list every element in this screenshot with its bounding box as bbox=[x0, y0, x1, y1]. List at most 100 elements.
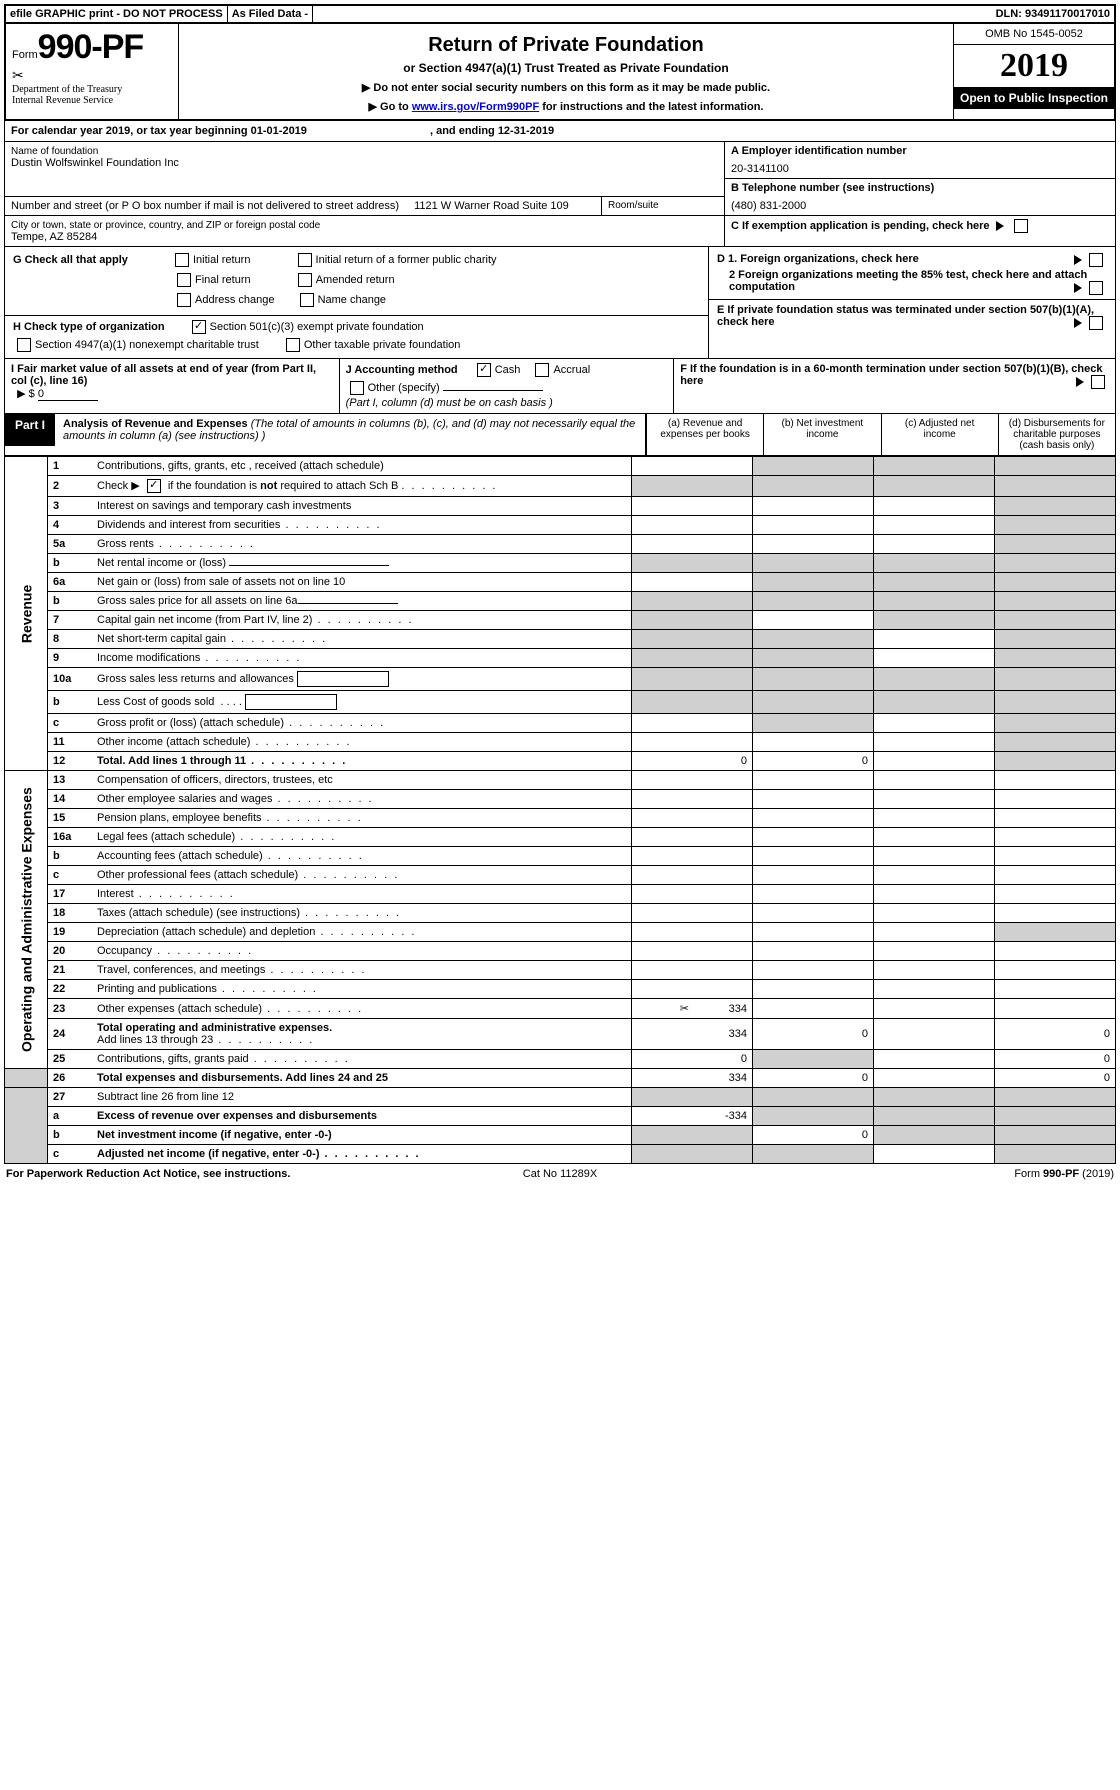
form-word: Form bbox=[12, 49, 38, 61]
form-number: 990-PF bbox=[38, 28, 144, 66]
expenses-side-label: Operating and Administrative Expenses bbox=[5, 771, 48, 1069]
line-16b: Accounting fees (attach schedule) bbox=[92, 847, 632, 866]
line-14: Other employee salaries and wages bbox=[92, 790, 632, 809]
checkbox-other[interactable] bbox=[350, 381, 364, 395]
year-block: OMB No 1545-0052 2019 Open to Public Ins… bbox=[953, 24, 1114, 119]
col-a-header: (a) Revenue and expenses per books bbox=[646, 414, 763, 455]
j-note: (Part I, column (d) must be on cash basi… bbox=[346, 397, 668, 409]
part1-header: Part I Analysis of Revenue and Expenses … bbox=[4, 414, 1116, 456]
form-id-block: Form990-PF ✂ Department of the Treasury … bbox=[6, 24, 179, 119]
open-public-badge: Open to Public Inspection bbox=[954, 87, 1114, 109]
title-block: Return of Private Foundation or Section … bbox=[179, 24, 953, 119]
line-12: Total. Add lines 1 through 11 bbox=[92, 752, 632, 771]
line-6b: Gross sales price for all assets on line… bbox=[92, 592, 632, 611]
checkbox-schb[interactable]: ✓ bbox=[147, 479, 161, 493]
checkbox-d2[interactable] bbox=[1089, 281, 1103, 295]
checkbox-h3[interactable] bbox=[286, 338, 300, 352]
h-row: H Check type of organization ✓Section 50… bbox=[5, 315, 708, 334]
city-state-zip: Tempe, AZ 85284 bbox=[11, 231, 718, 243]
phone-row: B Telephone number (see instructions) (4… bbox=[725, 179, 1115, 216]
form-header: Form990-PF ✂ Department of the Treasury … bbox=[4, 24, 1116, 121]
checkbox-g5[interactable] bbox=[177, 293, 191, 307]
efile-label: efile GRAPHIC print - DO NOT PROCESS bbox=[6, 6, 228, 22]
col-d-header: (d) Disbursements for charitable purpose… bbox=[998, 414, 1115, 455]
checkbox-cash[interactable]: ✓ bbox=[477, 363, 491, 377]
e-row: E If private foundation status was termi… bbox=[709, 299, 1115, 328]
phone: (480) 831-2000 bbox=[731, 200, 1109, 212]
line-20: Occupancy bbox=[92, 942, 632, 961]
line-10c: Gross profit or (loss) (attach schedule) bbox=[92, 714, 632, 733]
line-6a: Net gain or (loss) from sale of assets n… bbox=[92, 573, 632, 592]
section-i-j-f: I Fair market value of all assets at end… bbox=[4, 359, 1116, 414]
line-27b: Net investment income (if negative, ente… bbox=[92, 1126, 632, 1145]
line-23: Other expenses (attach schedule) bbox=[92, 999, 632, 1019]
checkbox-d1[interactable] bbox=[1089, 253, 1103, 267]
line-9: Income modifications bbox=[92, 649, 632, 668]
cat-number: Cat No 11289X bbox=[375, 1168, 744, 1180]
g-row2: Final return Amended return bbox=[173, 273, 700, 287]
instruction-2: ▶ Go to www.irs.gov/Form990PF for instru… bbox=[187, 100, 945, 113]
line-7: Capital gain net income (from Part IV, l… bbox=[92, 611, 632, 630]
arrow-icon bbox=[996, 221, 1004, 231]
checkbox-accrual[interactable] bbox=[535, 363, 549, 377]
checkbox-h1[interactable]: ✓ bbox=[192, 320, 206, 334]
checkbox-h2[interactable] bbox=[17, 338, 31, 352]
arrow-icon bbox=[1074, 318, 1082, 328]
line-10a: Gross sales less returns and allowances bbox=[92, 668, 632, 691]
line-27: Subtract line 26 from line 12 bbox=[92, 1088, 632, 1107]
irs-link[interactable]: www.irs.gov/Form990PF bbox=[412, 101, 539, 113]
d2-row: 2 Foreign organizations meeting the 85% … bbox=[717, 269, 1107, 293]
dln: DLN: 93491170017010 bbox=[992, 6, 1114, 22]
paperwork-notice: For Paperwork Reduction Act Notice, see … bbox=[6, 1168, 375, 1180]
line-3: Interest on savings and temporary cash i… bbox=[92, 497, 632, 516]
checkbox-c[interactable] bbox=[1014, 219, 1028, 233]
part1-table: Revenue 1Contributions, gifts, grants, e… bbox=[4, 456, 1116, 1164]
d1-row: D 1. Foreign organizations, check here bbox=[717, 253, 1107, 265]
form-footer: For Paperwork Reduction Act Notice, see … bbox=[4, 1164, 1116, 1184]
checkbox-e[interactable] bbox=[1089, 316, 1103, 330]
h-row2: Section 4947(a)(1) nonexempt charitable … bbox=[13, 338, 700, 352]
checkbox-g4[interactable] bbox=[298, 273, 312, 287]
dept-treasury: Department of the Treasury bbox=[12, 84, 172, 95]
col-b-header: (b) Net investment income bbox=[763, 414, 880, 455]
j-block: J Accounting method ✓Cash Accrual Other … bbox=[340, 359, 675, 413]
line-19: Depreciation (attach schedule) and deple… bbox=[92, 923, 632, 942]
exemption-pending-row: C If exemption application is pending, c… bbox=[725, 216, 1115, 236]
form-subtitle: or Section 4947(a)(1) Trust Treated as P… bbox=[187, 61, 945, 75]
line-21: Travel, conferences, and meetings bbox=[92, 961, 632, 980]
line-23-a: ✂ 334 bbox=[632, 999, 753, 1019]
ein-row: A Employer identification number 20-3141… bbox=[725, 142, 1115, 179]
part1-desc: Analysis of Revenue and Expenses (The to… bbox=[55, 414, 645, 446]
checkbox-g2[interactable] bbox=[298, 253, 312, 267]
line-5a: Gross rents bbox=[92, 535, 632, 554]
f-block: F If the foundation is in a 60-month ter… bbox=[674, 359, 1115, 413]
line-16a: Legal fees (attach schedule) bbox=[92, 828, 632, 847]
foundation-name-row: Name of foundation Dustin Wolfswinkel Fo… bbox=[5, 142, 724, 197]
i-block: I Fair market value of all assets at end… bbox=[5, 359, 340, 413]
instruction-1: ▶ Do not enter social security numbers o… bbox=[187, 81, 945, 94]
asfiled-label: As Filed Data - bbox=[228, 6, 313, 22]
ein: 20-3141100 bbox=[731, 163, 1109, 175]
line-26: Total expenses and disbursements. Add li… bbox=[92, 1069, 632, 1088]
line-24: Total operating and administrative expen… bbox=[92, 1019, 632, 1050]
address-row: Number and street (or P O box number if … bbox=[5, 197, 602, 215]
line-2: Check ▶ ✓ if the foundation is not requi… bbox=[92, 476, 632, 497]
line-16c: Other professional fees (attach schedule… bbox=[92, 866, 632, 885]
line-15: Pension plans, employee benefits bbox=[92, 809, 632, 828]
section-g-h: G Check all that apply Initial return In… bbox=[4, 247, 1116, 359]
revenue-side-label: Revenue bbox=[5, 457, 48, 771]
checkbox-f[interactable] bbox=[1091, 375, 1105, 389]
line-25: Contributions, gifts, grants paid bbox=[92, 1050, 632, 1069]
line-17: Interest bbox=[92, 885, 632, 904]
calendar-year-row: For calendar year 2019, or tax year begi… bbox=[4, 121, 1116, 142]
checkbox-g6[interactable] bbox=[300, 293, 314, 307]
checkbox-g3[interactable] bbox=[177, 273, 191, 287]
line-27c: Adjusted net income (if negative, enter … bbox=[92, 1145, 632, 1164]
line-1: Contributions, gifts, grants, etc , rece… bbox=[92, 457, 632, 476]
line-27a: Excess of revenue over expenses and disb… bbox=[92, 1107, 632, 1126]
line-18: Taxes (attach schedule) (see instruction… bbox=[92, 904, 632, 923]
arrow-icon bbox=[1074, 283, 1082, 293]
part1-tag: Part I bbox=[5, 414, 55, 446]
dept-irs: Internal Revenue Service bbox=[12, 95, 172, 106]
checkbox-g1[interactable] bbox=[175, 253, 189, 267]
